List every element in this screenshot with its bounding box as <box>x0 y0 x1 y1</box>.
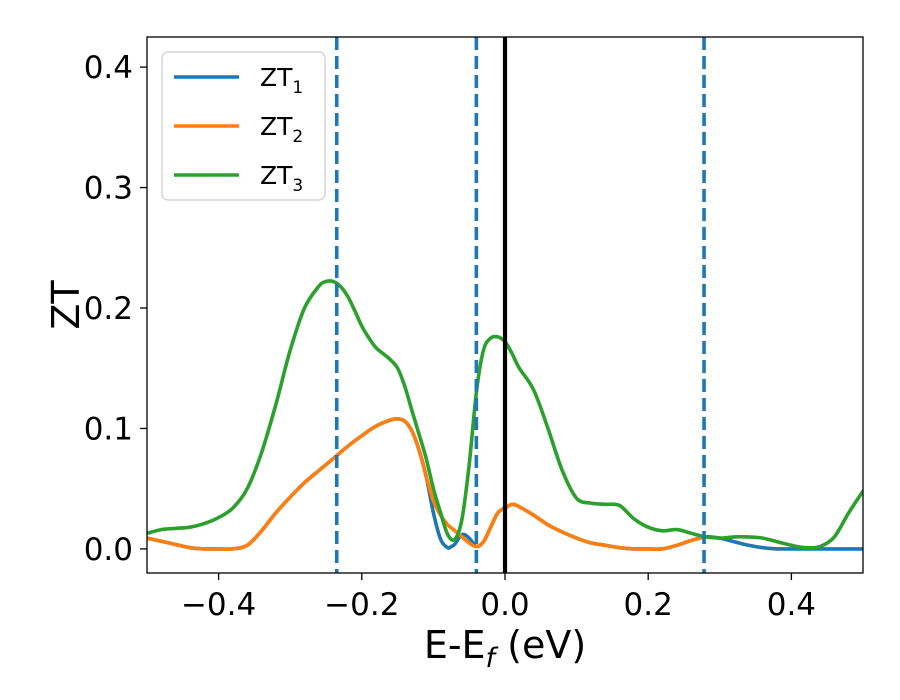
x-tick-label: 0.0 <box>480 587 529 623</box>
x-tick-label: 0.2 <box>624 587 673 623</box>
y-tick-label: 0.0 <box>84 532 133 568</box>
reference-lines <box>334 37 706 573</box>
series-line-zt3 <box>147 279 863 550</box>
x-axis-label: E-Ef (eV) <box>424 623 586 674</box>
series-layer <box>147 279 863 551</box>
x-tick-label: −0.4 <box>181 587 256 623</box>
legend-label-zt1: ZT1 <box>260 63 303 98</box>
legend-label-zt3: ZT3 <box>260 161 303 196</box>
y-axis-label: ZT <box>44 280 88 330</box>
x-tick-label: −0.2 <box>324 587 399 623</box>
x-tick-label: 0.4 <box>767 587 816 623</box>
y-tick-label: 0.3 <box>84 171 133 207</box>
x-axis-ticks: −0.4 −0.2 0.0 0.2 0.4 <box>181 573 816 623</box>
y-tick-label: 0.4 <box>84 50 133 86</box>
legend-box <box>161 51 326 201</box>
legend-label-zt2: ZT2 <box>260 112 303 147</box>
legend: ZT1 ZT2 ZT3 <box>161 51 326 201</box>
y-tick-label: 0.2 <box>84 291 133 327</box>
y-tick-label: 0.1 <box>84 411 133 447</box>
y-axis-ticks: 0.0 0.1 0.2 0.3 0.4 <box>84 50 147 568</box>
